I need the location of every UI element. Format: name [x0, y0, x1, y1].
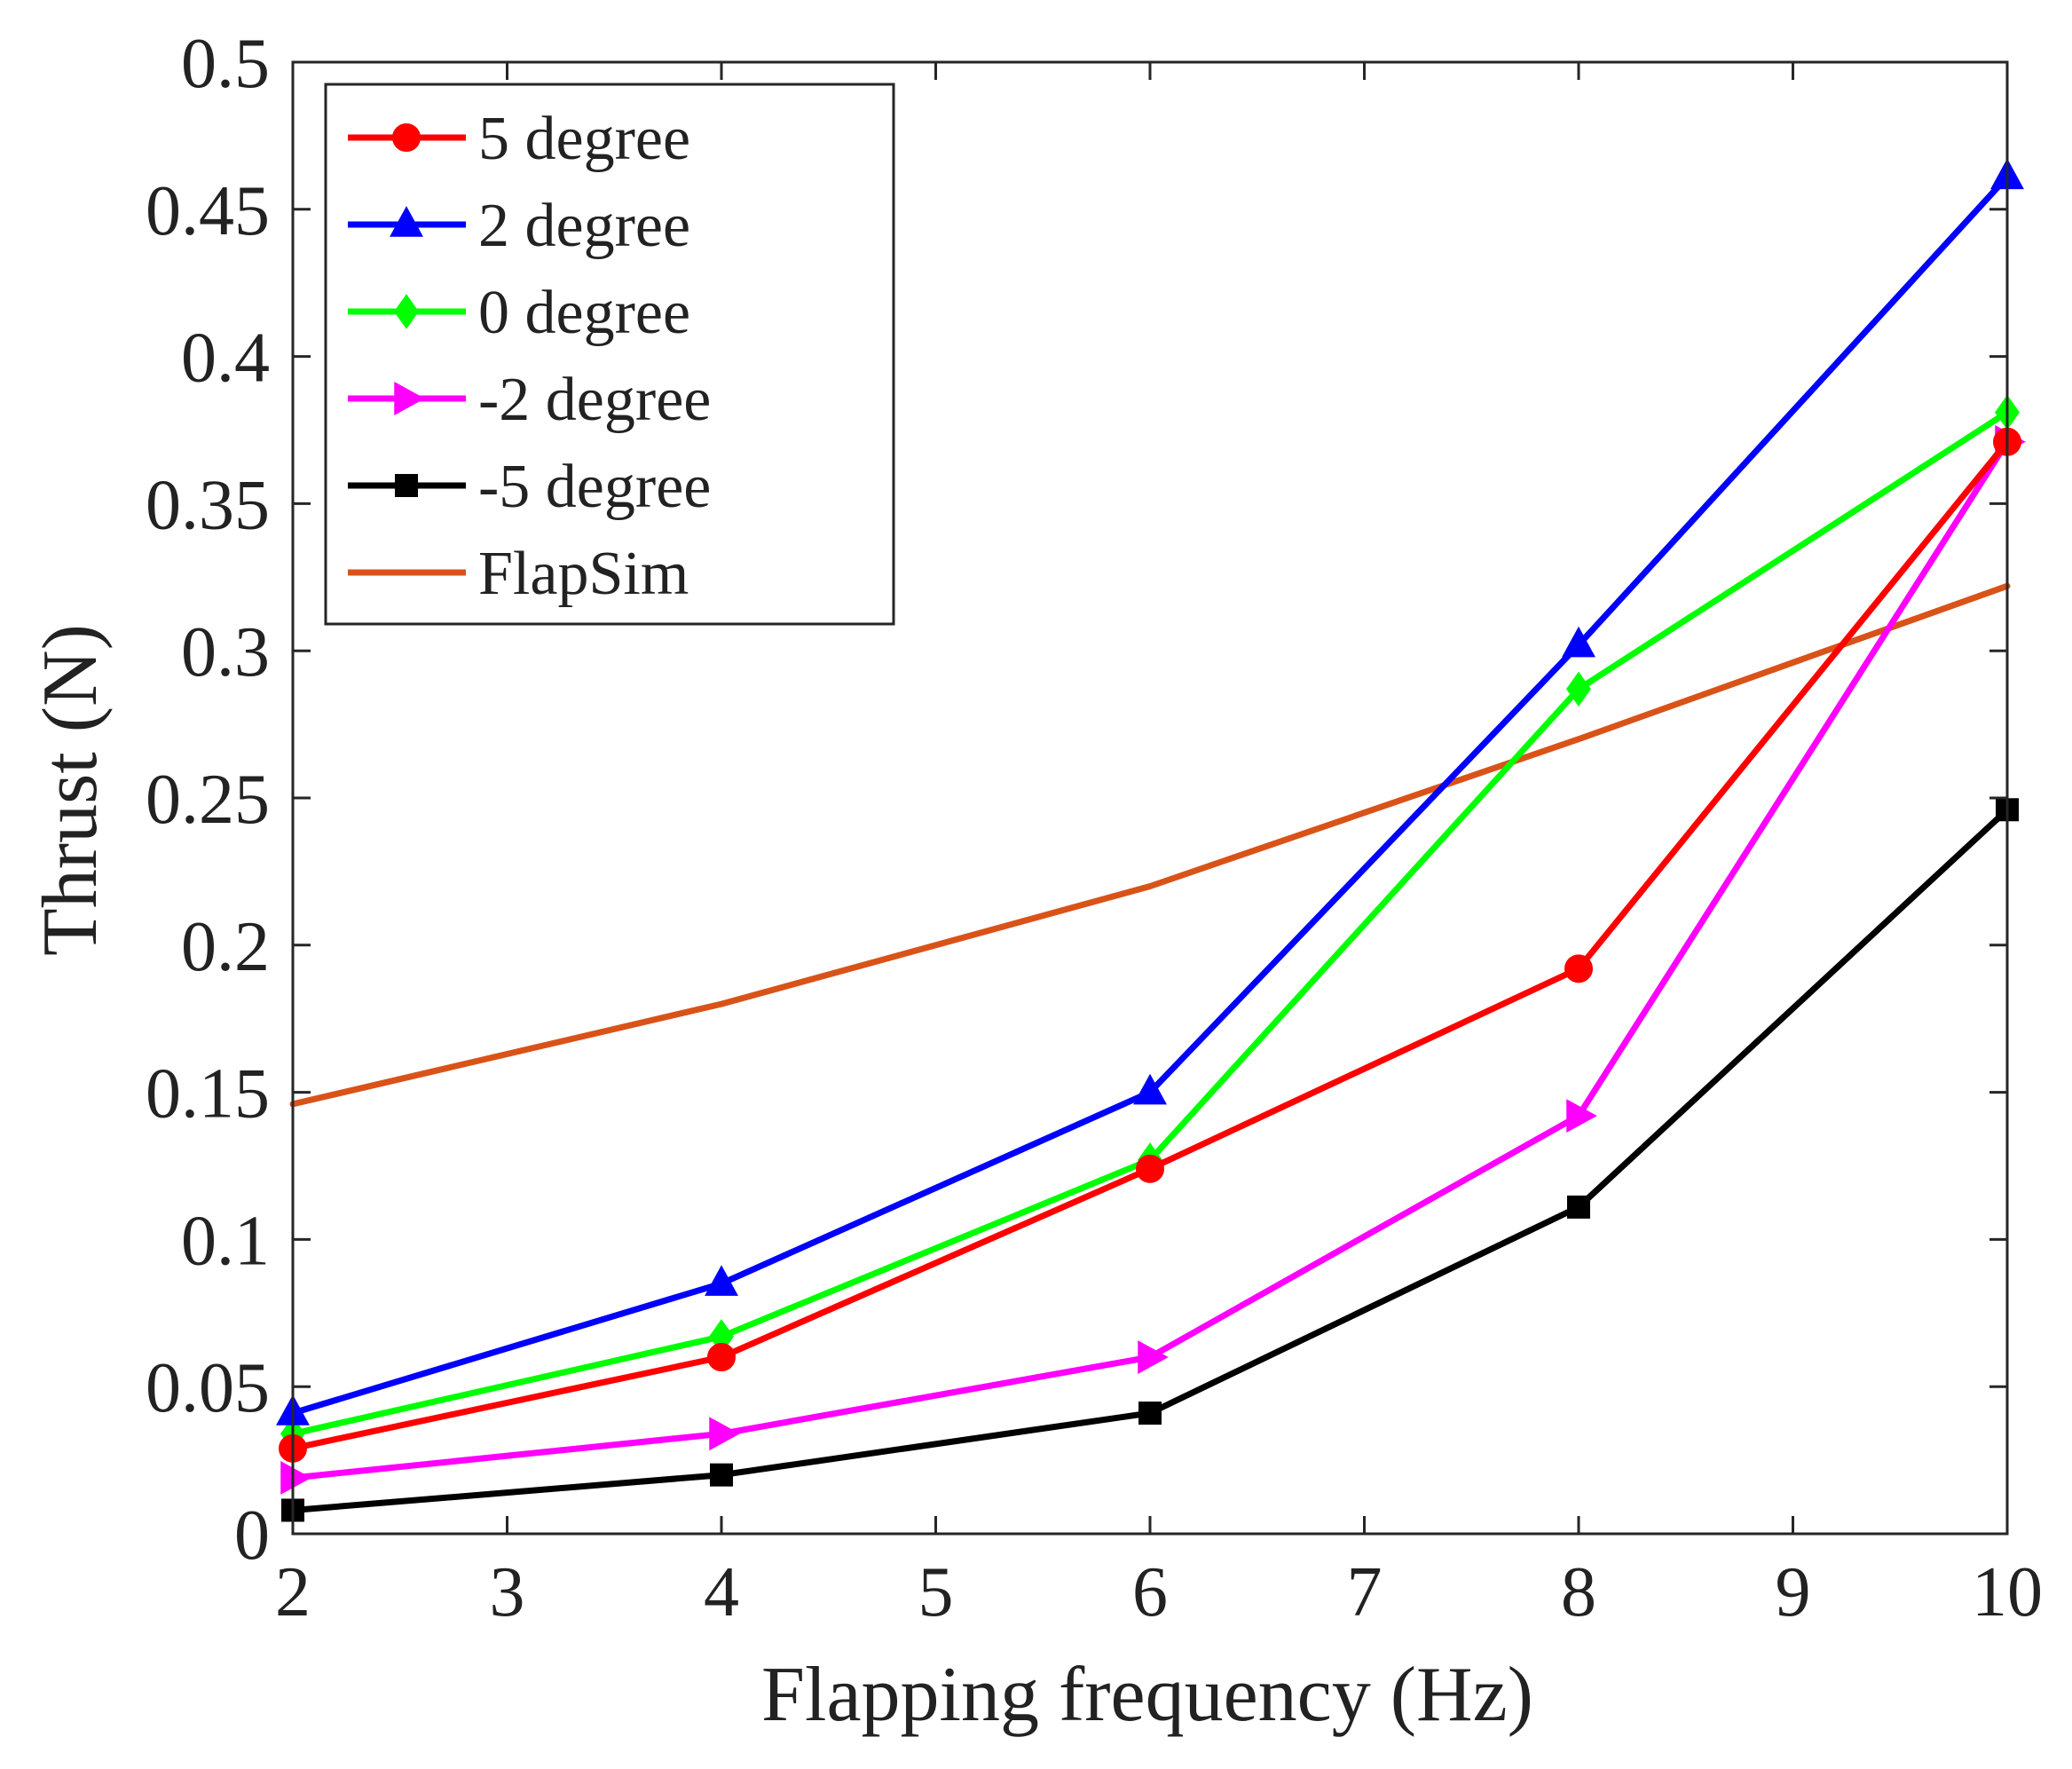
- data-point-2-degree: [709, 1417, 740, 1451]
- y-tick-label: 0.25: [146, 761, 270, 839]
- y-tick-label: 0.4: [181, 320, 270, 398]
- series-line-flapsim: [289, 582, 2011, 1108]
- y-tick-label: 0.05: [146, 1349, 270, 1427]
- legend-box: [324, 83, 895, 626]
- legend-marker-0-degree: [394, 294, 419, 329]
- legend-label-2-degree: 2 degree: [478, 192, 690, 260]
- y-tick-label: 0: [234, 1497, 270, 1575]
- data-point-5-degree: [1136, 1154, 1164, 1183]
- x-tick-label: 8: [1561, 1553, 1596, 1631]
- legend-marker-2-degree: [390, 206, 423, 237]
- data-point-2-degree: [1138, 1340, 1169, 1374]
- y-tick-label: 0.35: [146, 466, 270, 544]
- y-tick-label: 0.15: [146, 1055, 270, 1133]
- series-flapsim: [289, 582, 2011, 1108]
- x-tick-label: 9: [1776, 1553, 1811, 1631]
- y-tick-label: 0.1: [181, 1202, 270, 1280]
- data-point-0-degree: [1566, 671, 1591, 707]
- y-axis-title: Thrust (N): [28, 624, 114, 956]
- x-axis-title: Flapping frequency (Hz): [761, 1652, 1533, 1738]
- series-5-degree: [281, 798, 2019, 1522]
- x-tick-label: 4: [704, 1553, 739, 1631]
- y-tick-label: 0.5: [181, 25, 270, 103]
- legend-label-5-degree: -5 degree: [478, 453, 711, 521]
- legend-label-flapsim: FlapSim: [478, 540, 689, 608]
- legend-marker-2-degree: [394, 382, 425, 415]
- data-point-2-degree: [1133, 1073, 1167, 1105]
- data-point-5-degree: [1564, 954, 1593, 983]
- legend-marker-5-degree: [392, 123, 421, 152]
- x-tick-label: 10: [1972, 1553, 2043, 1631]
- data-point-5-degree: [1567, 1195, 1590, 1219]
- y-tick-label: 0.45: [146, 172, 270, 250]
- data-point-5-degree: [710, 1463, 733, 1487]
- legend-label-2-degree: -2 degree: [478, 366, 711, 434]
- data-point-2-degree: [280, 1461, 311, 1495]
- data-point-5-degree: [1138, 1402, 1162, 1425]
- legend-label-5-degree: 5 degree: [478, 105, 690, 173]
- legend-marker-5-degree: [395, 474, 418, 497]
- y-tick-label: 0.2: [181, 908, 270, 986]
- x-tick-label: 7: [1347, 1553, 1383, 1631]
- legend-label-0-degree: 0 degree: [478, 279, 690, 347]
- data-point-2-degree: [1562, 626, 1595, 658]
- x-tick-label: 3: [490, 1553, 525, 1631]
- data-point-2-degree: [705, 1265, 738, 1296]
- data-point-5-degree: [707, 1343, 736, 1372]
- x-tick-label: 5: [918, 1553, 954, 1631]
- y-tick-label: 0.3: [181, 613, 270, 691]
- x-tick-label: 2: [275, 1553, 311, 1631]
- x-tick-label: 6: [1132, 1553, 1168, 1631]
- data-point-2-degree: [1566, 1099, 1597, 1133]
